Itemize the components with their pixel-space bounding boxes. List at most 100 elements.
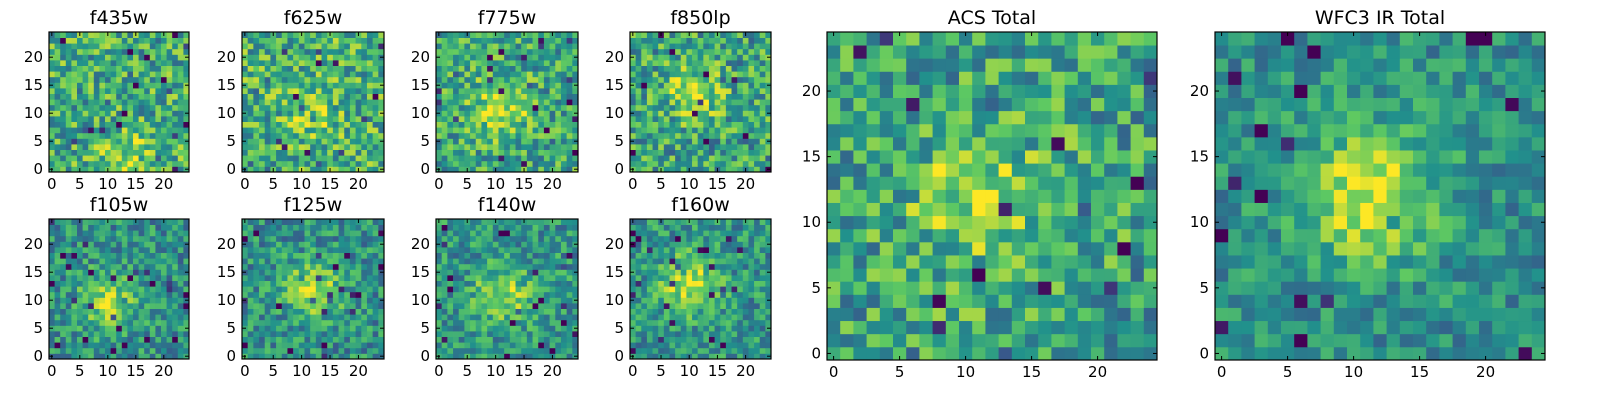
heatmap-cell [725, 160, 732, 167]
heatmap-cell [116, 132, 123, 139]
y-tick-label: 10 [24, 291, 43, 309]
heatmap-cell [487, 149, 494, 156]
heatmap-cell [754, 275, 761, 281]
heatmap-cell [748, 342, 755, 349]
heatmap-cell [338, 241, 345, 248]
heatmap-cell [372, 144, 379, 150]
heatmap-cell [521, 331, 528, 337]
heatmap-cell [692, 331, 699, 337]
heatmap-cell [748, 336, 755, 343]
heatmap-cell [361, 127, 368, 134]
heatmap-cell [754, 155, 761, 162]
heatmap-cell [515, 71, 522, 78]
heatmap-cell [54, 331, 61, 337]
heatmap-cell [264, 241, 271, 248]
heatmap-cell [675, 166, 682, 173]
heatmap-cell [742, 314, 749, 321]
heatmap-cell [759, 336, 766, 343]
heatmap-cell [138, 110, 145, 117]
heatmap-cell [532, 155, 539, 162]
heatmap-cell [658, 291, 665, 298]
heatmap-cell [658, 155, 665, 162]
heatmap-cell [737, 116, 744, 122]
heatmap-cell [344, 269, 351, 276]
heatmap-cell [725, 127, 732, 134]
heatmap-cell [276, 269, 283, 276]
heatmap-cell [155, 235, 162, 242]
heatmap-cell [65, 247, 72, 253]
heatmap-cell [366, 297, 374, 304]
x-tick-label: 0 [628, 175, 638, 193]
heatmap-cell [453, 93, 460, 100]
heatmap-cell [49, 121, 55, 128]
heatmap-cell [349, 32, 356, 38]
heatmap-cell [177, 297, 184, 304]
heatmap-cell [378, 93, 385, 100]
heatmap-cell [327, 110, 334, 117]
heatmap-cell [247, 342, 254, 349]
heatmap-cell [532, 82, 539, 89]
heatmap-cell [321, 166, 328, 173]
heatmap-cell [441, 121, 448, 128]
heatmap-cell [298, 155, 305, 162]
heatmap-cell [538, 347, 545, 354]
heatmap-cell [566, 76, 573, 83]
heatmap-cell [327, 247, 334, 253]
heatmap-cell [177, 37, 184, 44]
heatmap-cell [532, 286, 539, 293]
heatmap-cell [515, 116, 522, 122]
heatmap-cell [453, 99, 460, 106]
heatmap-cell [82, 286, 89, 293]
heatmap-cell [110, 347, 117, 354]
heatmap-cell [105, 37, 111, 44]
heatmap-cell [464, 88, 471, 94]
heatmap-cell [566, 54, 573, 61]
heatmap-cell [172, 280, 179, 287]
heatmap-cell [366, 127, 374, 134]
heatmap-cell [646, 110, 653, 117]
heatmap-cell [77, 155, 83, 162]
heatmap-cell [470, 280, 477, 287]
heatmap-cell [630, 65, 637, 72]
heatmap-cell [247, 230, 254, 237]
heatmap-cell [253, 280, 260, 287]
heatmap-cell [172, 297, 179, 304]
heatmap-cell [680, 132, 687, 139]
heatmap-cell [703, 138, 710, 145]
heatmap-cell [560, 286, 568, 293]
heatmap-cell [504, 331, 511, 337]
heatmap-cell [253, 121, 260, 128]
heatmap-cell [338, 60, 345, 66]
heatmap-cell [88, 258, 95, 265]
heatmap-cell [436, 127, 443, 134]
heatmap-cell [344, 325, 351, 332]
heatmap-cell [708, 138, 715, 145]
heatmap-cell [315, 121, 322, 128]
heatmap-cell [748, 116, 755, 122]
heatmap-cell [765, 99, 772, 106]
heatmap-cell [99, 99, 106, 106]
heatmap-cell [652, 121, 659, 128]
heatmap-cell [475, 99, 482, 106]
heatmap-cell [88, 336, 95, 343]
heatmap-cell [572, 319, 579, 326]
heatmap-cell [720, 32, 727, 38]
heatmap-cell [504, 224, 511, 231]
heatmap-cell [697, 65, 704, 72]
heatmap-cell [549, 269, 556, 276]
heatmap-cell [464, 149, 471, 156]
heatmap-cell [304, 297, 311, 304]
heatmap-cell [121, 308, 128, 315]
heatmap-cell [71, 303, 78, 309]
heatmap-cell [641, 347, 648, 354]
heatmap-cell [572, 247, 579, 253]
heatmap-cell [177, 263, 184, 270]
heatmap-cell [242, 76, 249, 83]
heatmap-cell [110, 275, 117, 281]
heatmap-cell [149, 275, 156, 281]
heatmap-cell [310, 132, 317, 139]
heatmap-cell [737, 275, 744, 281]
heatmap-cell [538, 325, 545, 332]
heatmap-cell [481, 297, 488, 304]
heatmap-cell [759, 347, 766, 354]
